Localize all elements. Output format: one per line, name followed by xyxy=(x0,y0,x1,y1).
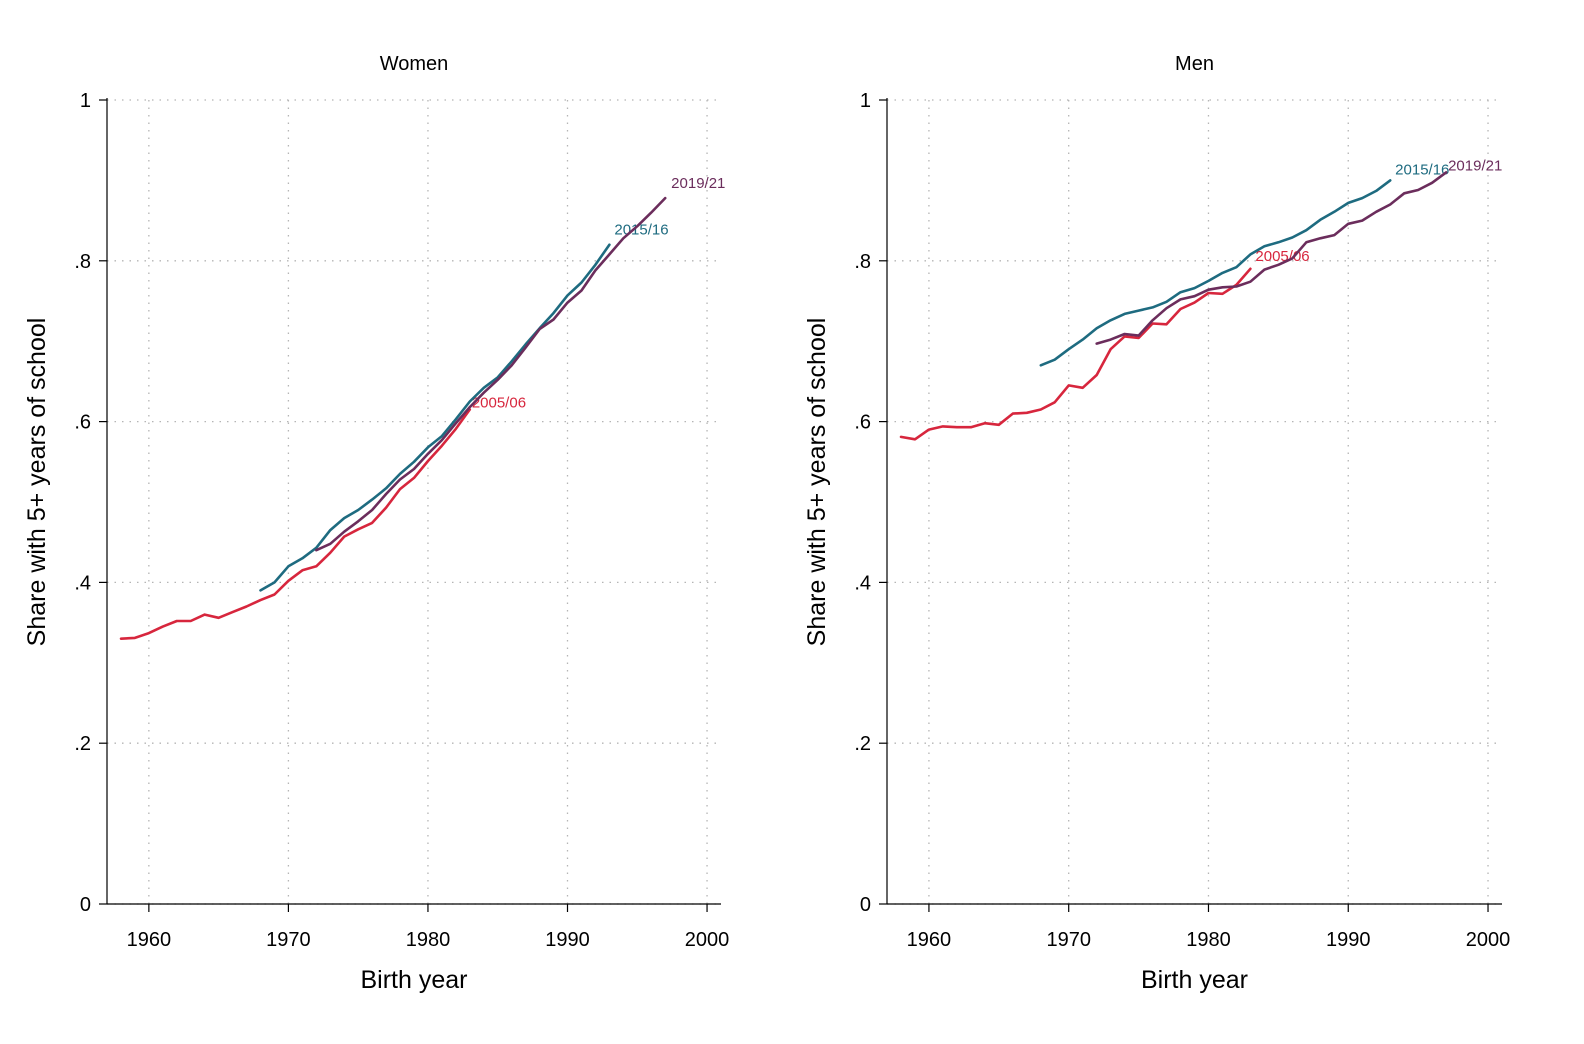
panel-men: Men 0 .2 .4 .6 .8 1 1960 1970 1980 1990 2000 Birth y… xyxy=(803,53,1510,994)
x-tick-label: 1990 xyxy=(545,929,590,951)
x-tick-label: 2000 xyxy=(685,929,730,951)
y-tick-label: 0 xyxy=(80,894,91,916)
series-line-2015-16 xyxy=(259,243,611,592)
panel-title: Men xyxy=(1175,53,1214,75)
x-tick-label: 1990 xyxy=(1326,929,1371,951)
series-line-2005-06 xyxy=(899,267,1252,441)
y-tick-label: 0 xyxy=(860,894,871,916)
x-tick-label: 1960 xyxy=(907,929,952,951)
series-line-2019-21 xyxy=(1095,171,1448,345)
y-axis-title: Share with 5+ years of school xyxy=(803,318,831,647)
x-tick-label: 1980 xyxy=(406,929,451,951)
y-tick-label: .6 xyxy=(854,412,871,434)
series-line-2019-21 xyxy=(315,196,667,552)
series-label-2005-06: 2005/06 xyxy=(472,395,526,412)
series-label-2015-16: 2015/16 xyxy=(1395,161,1449,178)
y-tick-label: .2 xyxy=(74,733,91,755)
y-tick-label: .4 xyxy=(74,572,91,594)
series-label-2019-21: 2019/21 xyxy=(671,175,725,192)
y-tick-label: .4 xyxy=(854,572,871,594)
y-tick-label: .8 xyxy=(74,251,91,273)
series-label-2019-21: 2019/21 xyxy=(1448,157,1502,174)
y-tick-label: 1 xyxy=(860,90,871,112)
y-tick-label: .6 xyxy=(74,412,91,434)
x-axis-title: Birth year xyxy=(1141,966,1248,994)
y-tick-label: .2 xyxy=(854,733,871,755)
x-axis-title: Birth year xyxy=(361,966,468,994)
y-tick-label: 1 xyxy=(80,90,91,112)
x-tick-label: 1970 xyxy=(1046,929,1091,951)
series-line-2015-16 xyxy=(1039,179,1392,367)
series-label-2015-16: 2015/16 xyxy=(614,222,668,239)
series-line-2005-06 xyxy=(119,408,472,640)
y-tick-label: .8 xyxy=(854,251,871,273)
x-tick-label: 1970 xyxy=(266,929,311,951)
panel-title: Women xyxy=(380,53,449,75)
x-tick-label: 2000 xyxy=(1466,929,1511,951)
x-tick-label: 1960 xyxy=(127,929,172,951)
panel-women: Women 0 .2 .4 .6 .8 1 1960 1970 1980 1990 2000 Birth… xyxy=(23,53,729,994)
y-axis-title: Share with 5+ years of school xyxy=(23,318,51,647)
x-tick-label: 1980 xyxy=(1186,929,1231,951)
